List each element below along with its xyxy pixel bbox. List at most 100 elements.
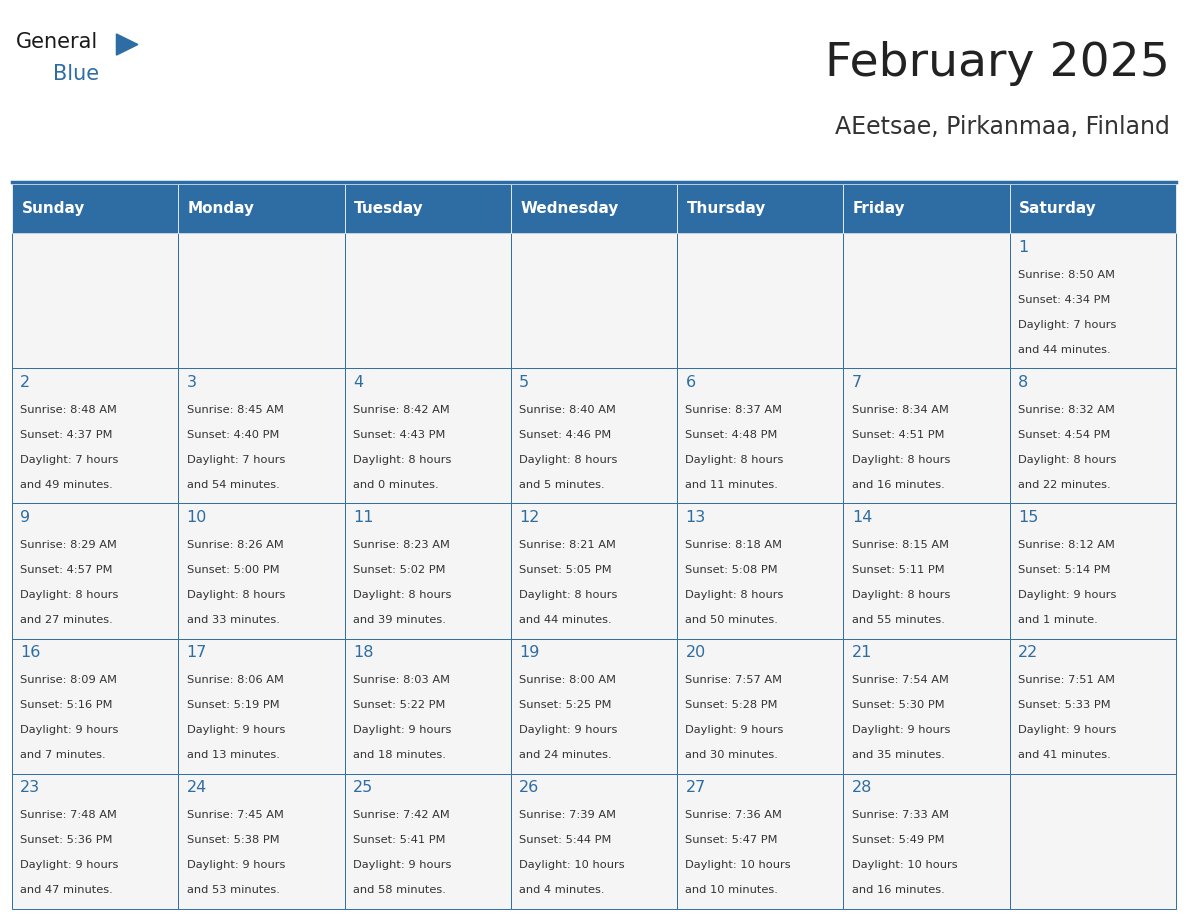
Text: Sunset: 4:51 PM: Sunset: 4:51 PM bbox=[852, 430, 944, 440]
Text: Sunrise: 8:50 AM: Sunrise: 8:50 AM bbox=[1018, 270, 1116, 280]
Polygon shape bbox=[116, 34, 138, 55]
Bar bbox=[12, 368, 178, 503]
Text: Sunrise: 7:51 AM: Sunrise: 7:51 AM bbox=[1018, 676, 1116, 685]
Text: and 53 minutes.: and 53 minutes. bbox=[187, 885, 279, 895]
Bar bbox=[178, 368, 345, 503]
Text: 28: 28 bbox=[852, 780, 872, 795]
Bar bbox=[843, 503, 1010, 639]
Text: Sunset: 5:16 PM: Sunset: 5:16 PM bbox=[20, 700, 113, 711]
Text: 4: 4 bbox=[353, 375, 364, 390]
Bar bbox=[677, 184, 843, 233]
Text: Sunset: 4:40 PM: Sunset: 4:40 PM bbox=[187, 430, 279, 440]
Text: 14: 14 bbox=[852, 509, 872, 525]
Text: and 50 minutes.: and 50 minutes. bbox=[685, 615, 778, 625]
Text: and 4 minutes.: and 4 minutes. bbox=[519, 885, 605, 895]
Text: Sunrise: 8:34 AM: Sunrise: 8:34 AM bbox=[852, 405, 949, 415]
Text: Daylight: 8 hours: Daylight: 8 hours bbox=[685, 590, 784, 600]
Text: Sunrise: 8:40 AM: Sunrise: 8:40 AM bbox=[519, 405, 617, 415]
Text: Sunset: 5:47 PM: Sunset: 5:47 PM bbox=[685, 835, 778, 845]
Bar bbox=[843, 184, 1010, 233]
Text: Sunset: 5:25 PM: Sunset: 5:25 PM bbox=[519, 700, 612, 711]
Text: Sunrise: 8:48 AM: Sunrise: 8:48 AM bbox=[20, 405, 118, 415]
Text: and 0 minutes.: and 0 minutes. bbox=[353, 480, 438, 490]
Text: 13: 13 bbox=[685, 509, 706, 525]
Bar bbox=[178, 233, 345, 368]
Bar bbox=[1010, 184, 1176, 233]
Bar bbox=[178, 774, 345, 909]
Text: Sunset: 5:11 PM: Sunset: 5:11 PM bbox=[852, 565, 944, 576]
Text: and 24 minutes.: and 24 minutes. bbox=[519, 750, 612, 760]
Text: 22: 22 bbox=[1018, 645, 1038, 660]
Bar bbox=[511, 503, 677, 639]
Text: Sunset: 5:19 PM: Sunset: 5:19 PM bbox=[187, 700, 279, 711]
Text: and 44 minutes.: and 44 minutes. bbox=[519, 615, 612, 625]
Text: Blue: Blue bbox=[53, 64, 100, 84]
Bar bbox=[345, 184, 511, 233]
Bar bbox=[178, 639, 345, 774]
Text: and 5 minutes.: and 5 minutes. bbox=[519, 480, 605, 490]
Bar bbox=[677, 774, 843, 909]
Text: and 54 minutes.: and 54 minutes. bbox=[187, 480, 279, 490]
Text: Daylight: 8 hours: Daylight: 8 hours bbox=[20, 590, 119, 600]
Text: Daylight: 8 hours: Daylight: 8 hours bbox=[1018, 455, 1117, 465]
Text: Daylight: 8 hours: Daylight: 8 hours bbox=[519, 455, 618, 465]
Text: Daylight: 9 hours: Daylight: 9 hours bbox=[353, 860, 451, 870]
Bar bbox=[178, 503, 345, 639]
Text: Sunrise: 8:09 AM: Sunrise: 8:09 AM bbox=[20, 676, 118, 685]
Bar bbox=[12, 184, 178, 233]
Text: Daylight: 10 hours: Daylight: 10 hours bbox=[685, 860, 791, 870]
Text: Sunset: 4:43 PM: Sunset: 4:43 PM bbox=[353, 430, 446, 440]
Bar bbox=[677, 368, 843, 503]
Text: and 1 minute.: and 1 minute. bbox=[1018, 615, 1098, 625]
Text: Sunrise: 8:45 AM: Sunrise: 8:45 AM bbox=[187, 405, 284, 415]
Text: Sunrise: 8:12 AM: Sunrise: 8:12 AM bbox=[1018, 540, 1116, 550]
Text: 16: 16 bbox=[20, 645, 40, 660]
Text: Sunrise: 7:57 AM: Sunrise: 7:57 AM bbox=[685, 676, 783, 685]
Text: Monday: Monday bbox=[188, 201, 254, 216]
Bar bbox=[345, 639, 511, 774]
Text: Daylight: 9 hours: Daylight: 9 hours bbox=[1018, 590, 1117, 600]
Text: Sunset: 5:05 PM: Sunset: 5:05 PM bbox=[519, 565, 612, 576]
Text: Sunday: Sunday bbox=[21, 201, 84, 216]
Bar bbox=[345, 233, 511, 368]
Bar bbox=[1010, 368, 1176, 503]
Text: 21: 21 bbox=[852, 645, 872, 660]
Text: and 10 minutes.: and 10 minutes. bbox=[685, 885, 778, 895]
Text: Daylight: 9 hours: Daylight: 9 hours bbox=[852, 725, 950, 735]
Text: Sunrise: 8:21 AM: Sunrise: 8:21 AM bbox=[519, 540, 617, 550]
Text: Sunset: 5:02 PM: Sunset: 5:02 PM bbox=[353, 565, 446, 576]
Text: General: General bbox=[15, 32, 97, 52]
Text: Sunrise: 7:33 AM: Sunrise: 7:33 AM bbox=[852, 811, 949, 821]
Bar bbox=[178, 184, 345, 233]
Text: Sunrise: 8:37 AM: Sunrise: 8:37 AM bbox=[685, 405, 783, 415]
Text: Sunrise: 8:26 AM: Sunrise: 8:26 AM bbox=[187, 540, 283, 550]
Text: Daylight: 8 hours: Daylight: 8 hours bbox=[519, 590, 618, 600]
Text: Sunset: 4:48 PM: Sunset: 4:48 PM bbox=[685, 430, 778, 440]
Text: Sunset: 5:33 PM: Sunset: 5:33 PM bbox=[1018, 700, 1111, 711]
Text: and 16 minutes.: and 16 minutes. bbox=[852, 885, 944, 895]
Text: and 13 minutes.: and 13 minutes. bbox=[187, 750, 279, 760]
Text: 11: 11 bbox=[353, 509, 373, 525]
Text: Sunrise: 8:42 AM: Sunrise: 8:42 AM bbox=[353, 405, 449, 415]
Text: Sunset: 5:28 PM: Sunset: 5:28 PM bbox=[685, 700, 778, 711]
Bar bbox=[511, 184, 677, 233]
Bar bbox=[345, 774, 511, 909]
Text: 24: 24 bbox=[187, 780, 207, 795]
Text: and 58 minutes.: and 58 minutes. bbox=[353, 885, 446, 895]
Text: and 16 minutes.: and 16 minutes. bbox=[852, 480, 944, 490]
Bar bbox=[12, 639, 178, 774]
Text: 25: 25 bbox=[353, 780, 373, 795]
Bar bbox=[12, 233, 178, 368]
Text: and 47 minutes.: and 47 minutes. bbox=[20, 885, 113, 895]
Text: Sunset: 5:38 PM: Sunset: 5:38 PM bbox=[187, 835, 279, 845]
Text: Daylight: 9 hours: Daylight: 9 hours bbox=[685, 725, 784, 735]
Text: 20: 20 bbox=[685, 645, 706, 660]
Text: Daylight: 9 hours: Daylight: 9 hours bbox=[1018, 725, 1117, 735]
Bar bbox=[843, 774, 1010, 909]
Text: and 7 minutes.: and 7 minutes. bbox=[20, 750, 106, 760]
Text: Sunset: 4:37 PM: Sunset: 4:37 PM bbox=[20, 430, 113, 440]
Text: Daylight: 9 hours: Daylight: 9 hours bbox=[187, 860, 285, 870]
Text: Daylight: 8 hours: Daylight: 8 hours bbox=[685, 455, 784, 465]
Text: Sunset: 4:34 PM: Sunset: 4:34 PM bbox=[1018, 295, 1111, 305]
Text: 18: 18 bbox=[353, 645, 373, 660]
